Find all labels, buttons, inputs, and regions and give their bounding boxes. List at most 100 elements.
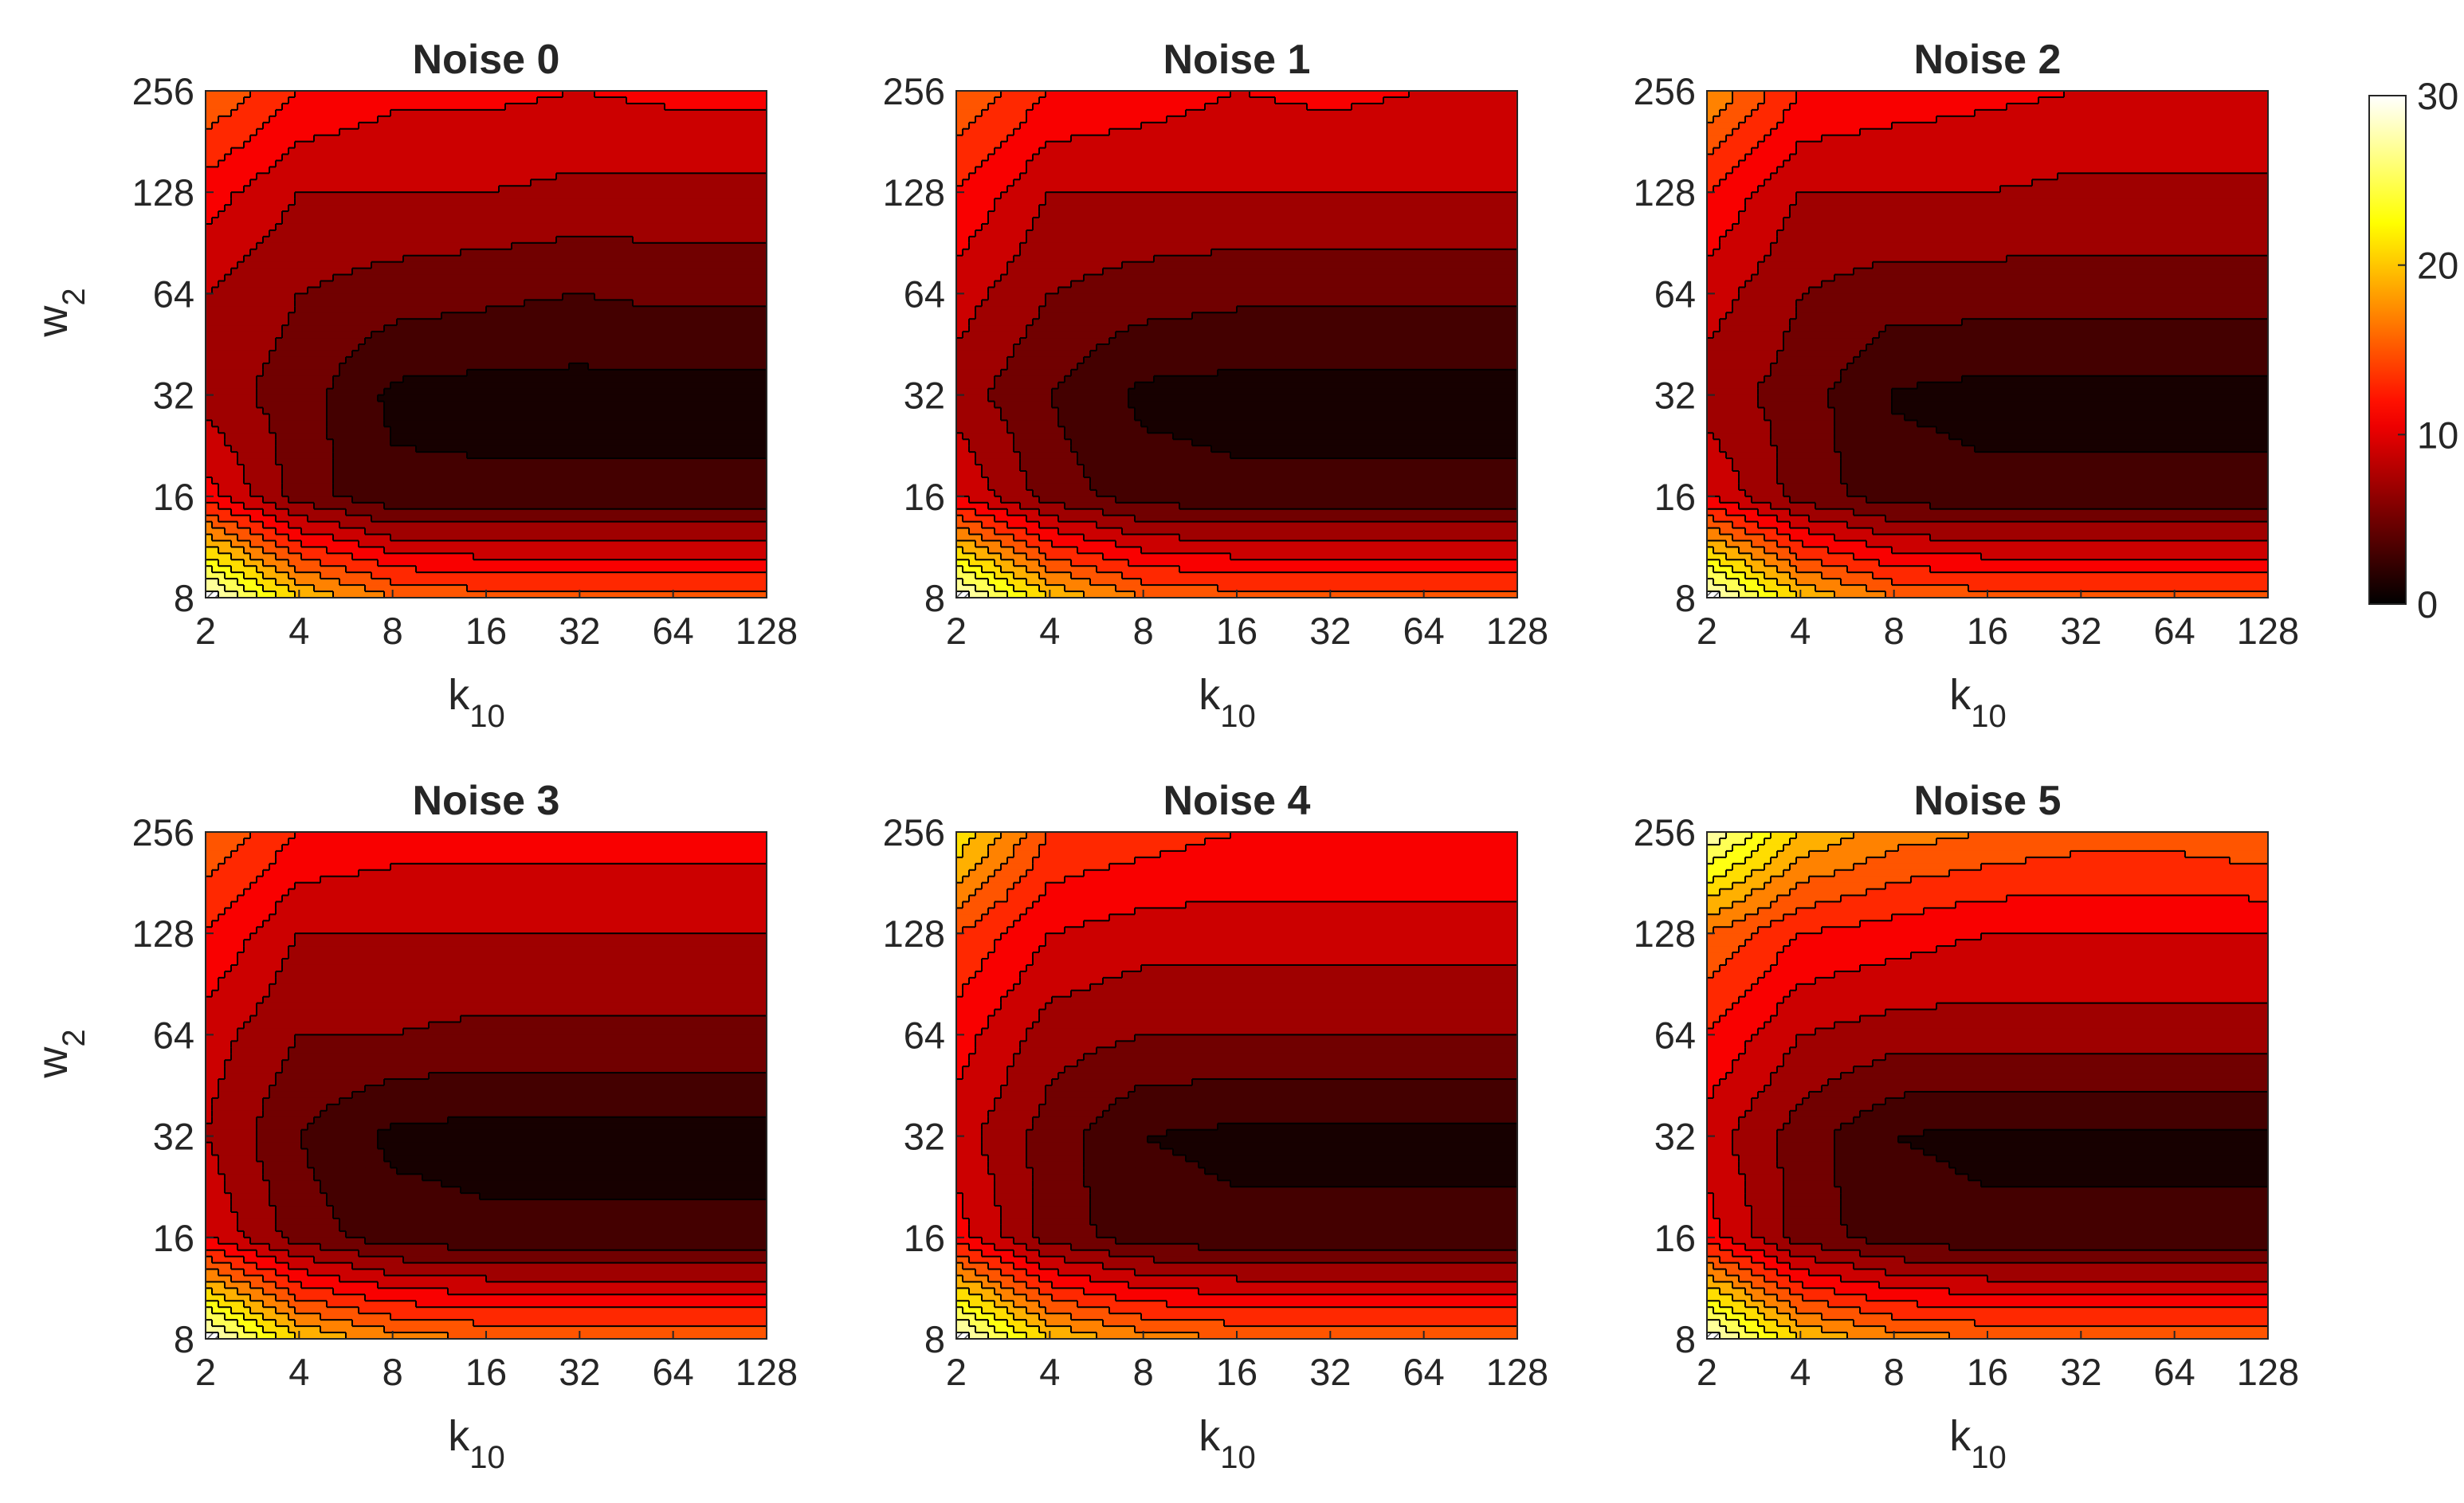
contour-cell (728, 135, 736, 143)
contour-cell (626, 160, 634, 167)
contour-cell (295, 218, 302, 225)
contour-cell (359, 274, 366, 282)
contour-cell (518, 116, 525, 124)
contour-cell (378, 249, 385, 257)
contour-cell (314, 293, 321, 300)
contour-cell (365, 135, 372, 143)
contour-cell (709, 401, 716, 409)
contour-cell (722, 433, 729, 440)
contour-cell (295, 261, 302, 269)
contour-cell (709, 300, 716, 307)
contour-cell (716, 128, 723, 136)
contour-cell (741, 236, 748, 244)
contour-cell (339, 218, 347, 225)
contour-cell (461, 306, 468, 313)
contour-cell (620, 433, 627, 440)
contour-cell (295, 135, 302, 143)
contour-cell (556, 147, 563, 155)
contour-cell (556, 420, 563, 427)
contour-cell (658, 96, 665, 104)
contour-cell (639, 135, 646, 143)
contour-cell (397, 325, 404, 332)
contour-cell (665, 426, 672, 434)
contour-cell (250, 363, 257, 371)
contour-cell (429, 116, 436, 124)
contour-cell (684, 223, 691, 231)
contour-cell (352, 154, 359, 162)
contour-cell (594, 287, 602, 294)
contour-cell (473, 268, 481, 276)
contour-cell (645, 414, 653, 421)
contour-cell (735, 205, 742, 212)
contour-cell (480, 249, 487, 257)
contour-cell (308, 394, 315, 402)
contour-cell (339, 439, 347, 446)
contour-cell (537, 230, 544, 237)
contour-cell (741, 173, 748, 180)
contour-cell (416, 122, 423, 130)
contour-cell (467, 319, 474, 326)
contour-cell (441, 147, 449, 155)
contour-cell (601, 96, 608, 104)
contour-cell (301, 242, 308, 250)
contour-cell (658, 255, 665, 263)
contour-cell (728, 274, 736, 282)
contour-cell (620, 186, 627, 193)
contour-cell (473, 350, 481, 358)
contour-cell (537, 116, 544, 124)
contour-cell (403, 388, 410, 396)
contour-cell (480, 122, 487, 130)
contour-cell (735, 414, 742, 421)
contour-cell (257, 287, 264, 294)
contour-cell (550, 179, 557, 186)
contour-cell (735, 179, 742, 186)
contour-cell (403, 96, 410, 104)
contour-cell (709, 96, 716, 104)
contour-cell (244, 332, 251, 339)
contour-cell (543, 433, 551, 440)
contour-cell (263, 173, 270, 180)
contour-cell (760, 414, 767, 421)
contour-cell (594, 344, 602, 351)
contour-cell (339, 103, 347, 111)
contour-cell (594, 141, 602, 149)
contour-cell (588, 160, 595, 167)
contour-cell (716, 96, 723, 104)
contour-cell (288, 223, 296, 231)
contour-cell (652, 300, 659, 307)
contour-cell (269, 167, 277, 174)
contour-cell (684, 261, 691, 269)
contour-cell (410, 160, 417, 167)
contour-cell (690, 375, 697, 383)
contour-cell (614, 128, 621, 136)
contour-cell (359, 147, 366, 155)
contour-cell (378, 439, 385, 446)
contour-cell (410, 369, 417, 377)
contour-cell (269, 287, 277, 294)
contour-cell (747, 173, 755, 180)
contour-cell (250, 445, 257, 453)
contour-cell (448, 160, 455, 167)
contour-cell (263, 369, 270, 377)
contour-cell (263, 96, 270, 104)
contour-cell (212, 312, 219, 320)
contour-cell (722, 312, 729, 320)
contour-cell (582, 369, 589, 377)
contour-cell (684, 141, 691, 149)
contour-cell (735, 255, 742, 263)
contour-cell (448, 426, 455, 434)
contour-cell (716, 300, 723, 307)
contour-cell (410, 211, 417, 218)
contour-cell (741, 154, 748, 162)
contour-cell (339, 445, 347, 453)
contour-cell (263, 363, 270, 371)
contour-cell (410, 96, 417, 104)
contour-cell (569, 167, 576, 174)
contour-cell (422, 268, 430, 276)
contour-cell (218, 388, 226, 396)
contour-cell (747, 338, 755, 345)
contour-cell (639, 160, 646, 167)
contour-cell (225, 173, 232, 180)
contour-cell (301, 230, 308, 237)
contour-cell (346, 433, 353, 440)
